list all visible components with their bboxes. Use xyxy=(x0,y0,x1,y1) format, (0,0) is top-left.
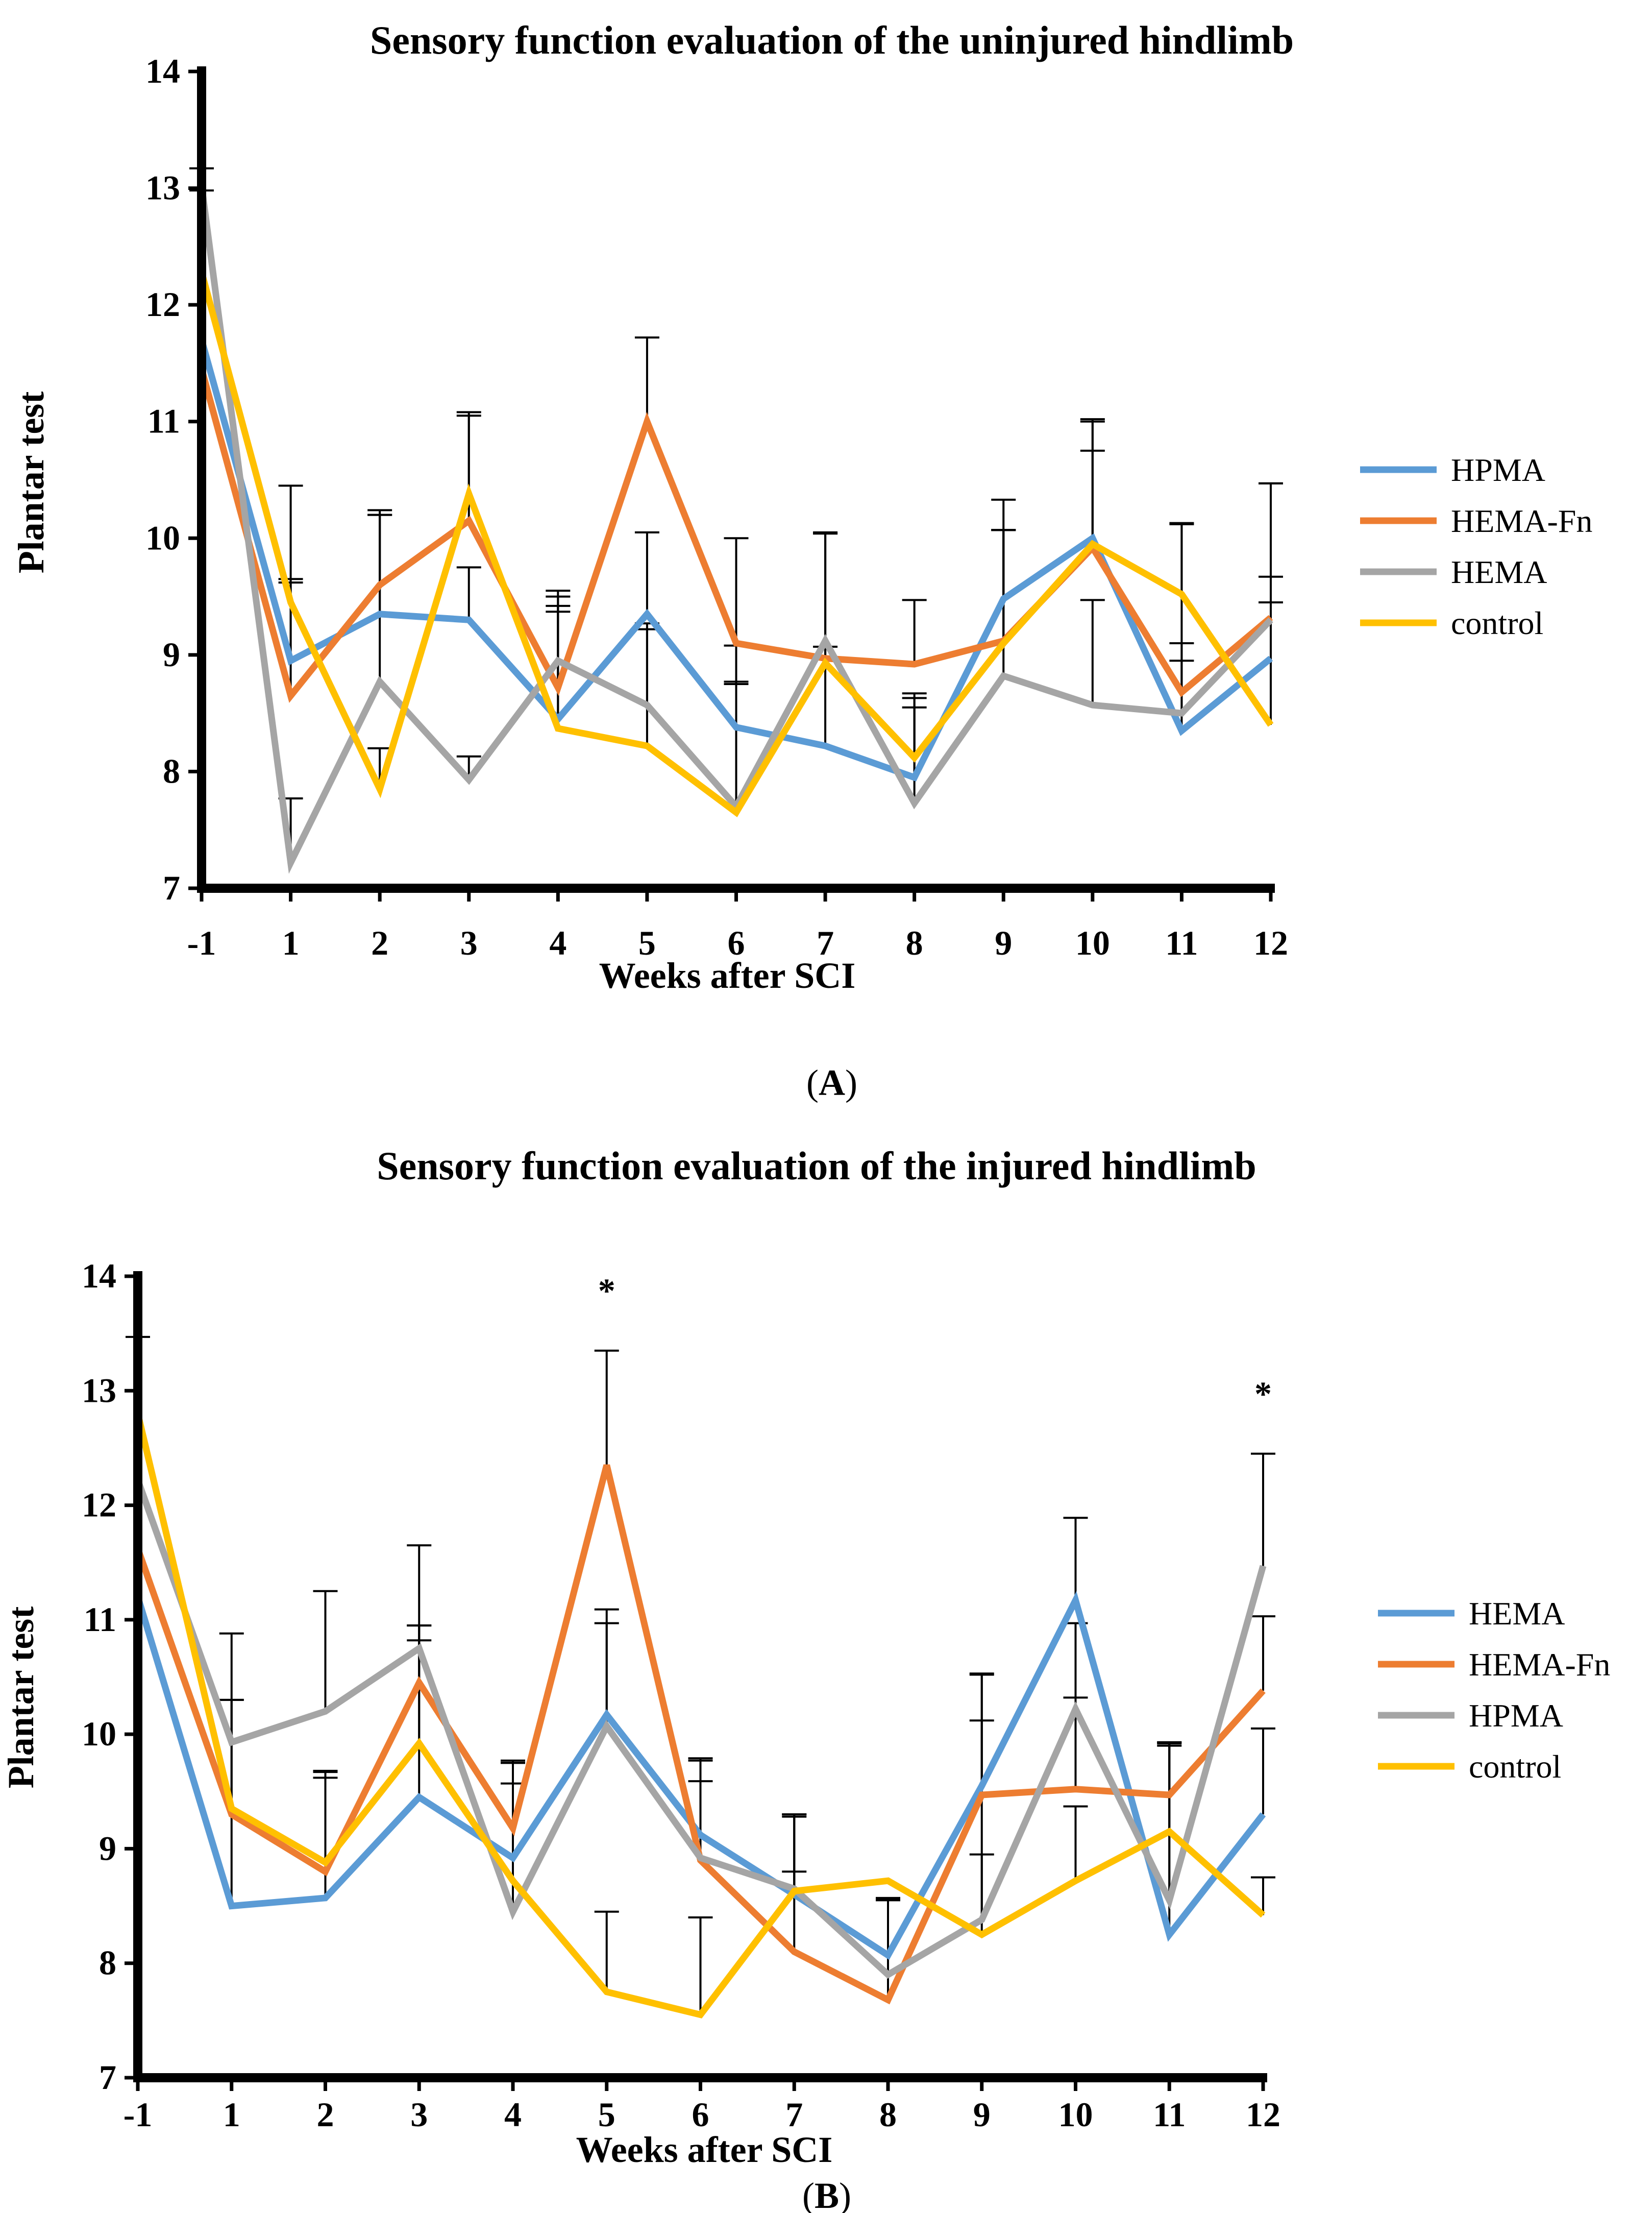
x-axis-title: Weeks after SCI xyxy=(576,2129,833,2170)
y-axis-title: Plantar test xyxy=(1,1607,41,1789)
chart-title: Sensory function evaluation of the uninj… xyxy=(370,18,1294,62)
panel-label-open: ( xyxy=(802,2175,815,2213)
x-tick-label-10: 10 xyxy=(1075,923,1110,962)
legend-label-hpma: HPMA xyxy=(1469,1697,1563,1734)
y-tick-label-11: 11 xyxy=(147,402,180,441)
x-tick-label-3: 3 xyxy=(460,923,478,962)
x-tick-label-12: 12 xyxy=(1246,2095,1280,2134)
x-tick-label-5: 5 xyxy=(638,923,656,962)
chart-title: Sensory function evaluation of the injur… xyxy=(377,1144,1256,1188)
x-tick-label-1: 1 xyxy=(282,923,300,962)
x-axis-title: Weeks after SCI xyxy=(599,955,856,996)
panel-label: (B) xyxy=(802,2175,851,2213)
x-tick-label-3: 3 xyxy=(410,2095,428,2134)
y-tick-label-10: 10 xyxy=(82,1714,116,1753)
x-tick-label--1: -1 xyxy=(124,2095,153,2134)
x-tick-label-6: 6 xyxy=(692,2095,709,2134)
y-tick-label-8: 8 xyxy=(163,751,180,790)
x-tick-label-11: 11 xyxy=(1165,923,1198,962)
x-tick-label-1: 1 xyxy=(223,2095,240,2134)
panel-label-letter: B xyxy=(815,2175,839,2213)
x-tick-label-7: 7 xyxy=(785,2095,803,2134)
panel-label-letter: A xyxy=(819,1062,845,1103)
y-tick-label-7: 7 xyxy=(163,868,180,907)
significance-star-12: * xyxy=(1254,1374,1272,1413)
x-tick-label-9: 9 xyxy=(995,923,1012,962)
panel-label-open: ( xyxy=(806,1062,819,1103)
legend-label-control: control xyxy=(1469,1748,1561,1785)
y-tick-label-14: 14 xyxy=(82,1256,116,1295)
y-tick-label-8: 8 xyxy=(99,1943,116,1982)
x-tick-label-8: 8 xyxy=(879,2095,897,2134)
panel-label-close: ) xyxy=(839,2175,851,2213)
x-tick-label-4: 4 xyxy=(549,923,566,962)
panel-b: Sensory function evaluation of the injur… xyxy=(1,1144,1610,2213)
y-tick-label-12: 12 xyxy=(145,285,180,324)
y-tick-label-13: 13 xyxy=(82,1371,116,1409)
legend-label-control: control xyxy=(1451,605,1543,641)
y-tick-label-14: 14 xyxy=(145,52,180,90)
x-tick-label-10: 10 xyxy=(1058,2095,1093,2134)
legend-label-hema: HEMA xyxy=(1469,1595,1565,1632)
x-tick-label-7: 7 xyxy=(817,923,834,962)
y-tick-label-9: 9 xyxy=(163,635,180,674)
panel-a: Sensory function evaluation of the uninj… xyxy=(11,18,1592,1103)
y-tick-label-13: 13 xyxy=(145,168,180,207)
x-tick-label-9: 9 xyxy=(973,2095,991,2134)
x-tick-label-8: 8 xyxy=(906,923,923,962)
y-tick-label-7: 7 xyxy=(99,2058,116,2097)
y-axis-title: Plantar test xyxy=(11,392,52,574)
x-tick-label-2: 2 xyxy=(371,923,388,962)
y-tick-label-10: 10 xyxy=(145,518,180,557)
legend-label-hema-fn: HEMA-Fn xyxy=(1451,503,1592,539)
x-tick-label-5: 5 xyxy=(598,2095,615,2134)
x-tick-label--1: -1 xyxy=(187,923,216,962)
x-tick-label-4: 4 xyxy=(504,2095,522,2134)
y-tick-label-12: 12 xyxy=(82,1486,116,1524)
significance-star-5: * xyxy=(598,1271,615,1310)
x-tick-label-6: 6 xyxy=(728,923,745,962)
panel-label-close: ) xyxy=(845,1062,857,1103)
x-tick-label-11: 11 xyxy=(1153,2095,1186,2134)
x-tick-label-2: 2 xyxy=(317,2095,334,2134)
y-tick-label-11: 11 xyxy=(84,1600,116,1639)
legend-label-hpma: HPMA xyxy=(1451,452,1545,488)
y-tick-label-9: 9 xyxy=(99,1829,116,1867)
panel-label: (A) xyxy=(806,1062,857,1103)
x-tick-label-12: 12 xyxy=(1253,923,1288,962)
legend-label-hema-fn: HEMA-Fn xyxy=(1469,1646,1610,1683)
legend-label-hema: HEMA xyxy=(1451,554,1547,590)
